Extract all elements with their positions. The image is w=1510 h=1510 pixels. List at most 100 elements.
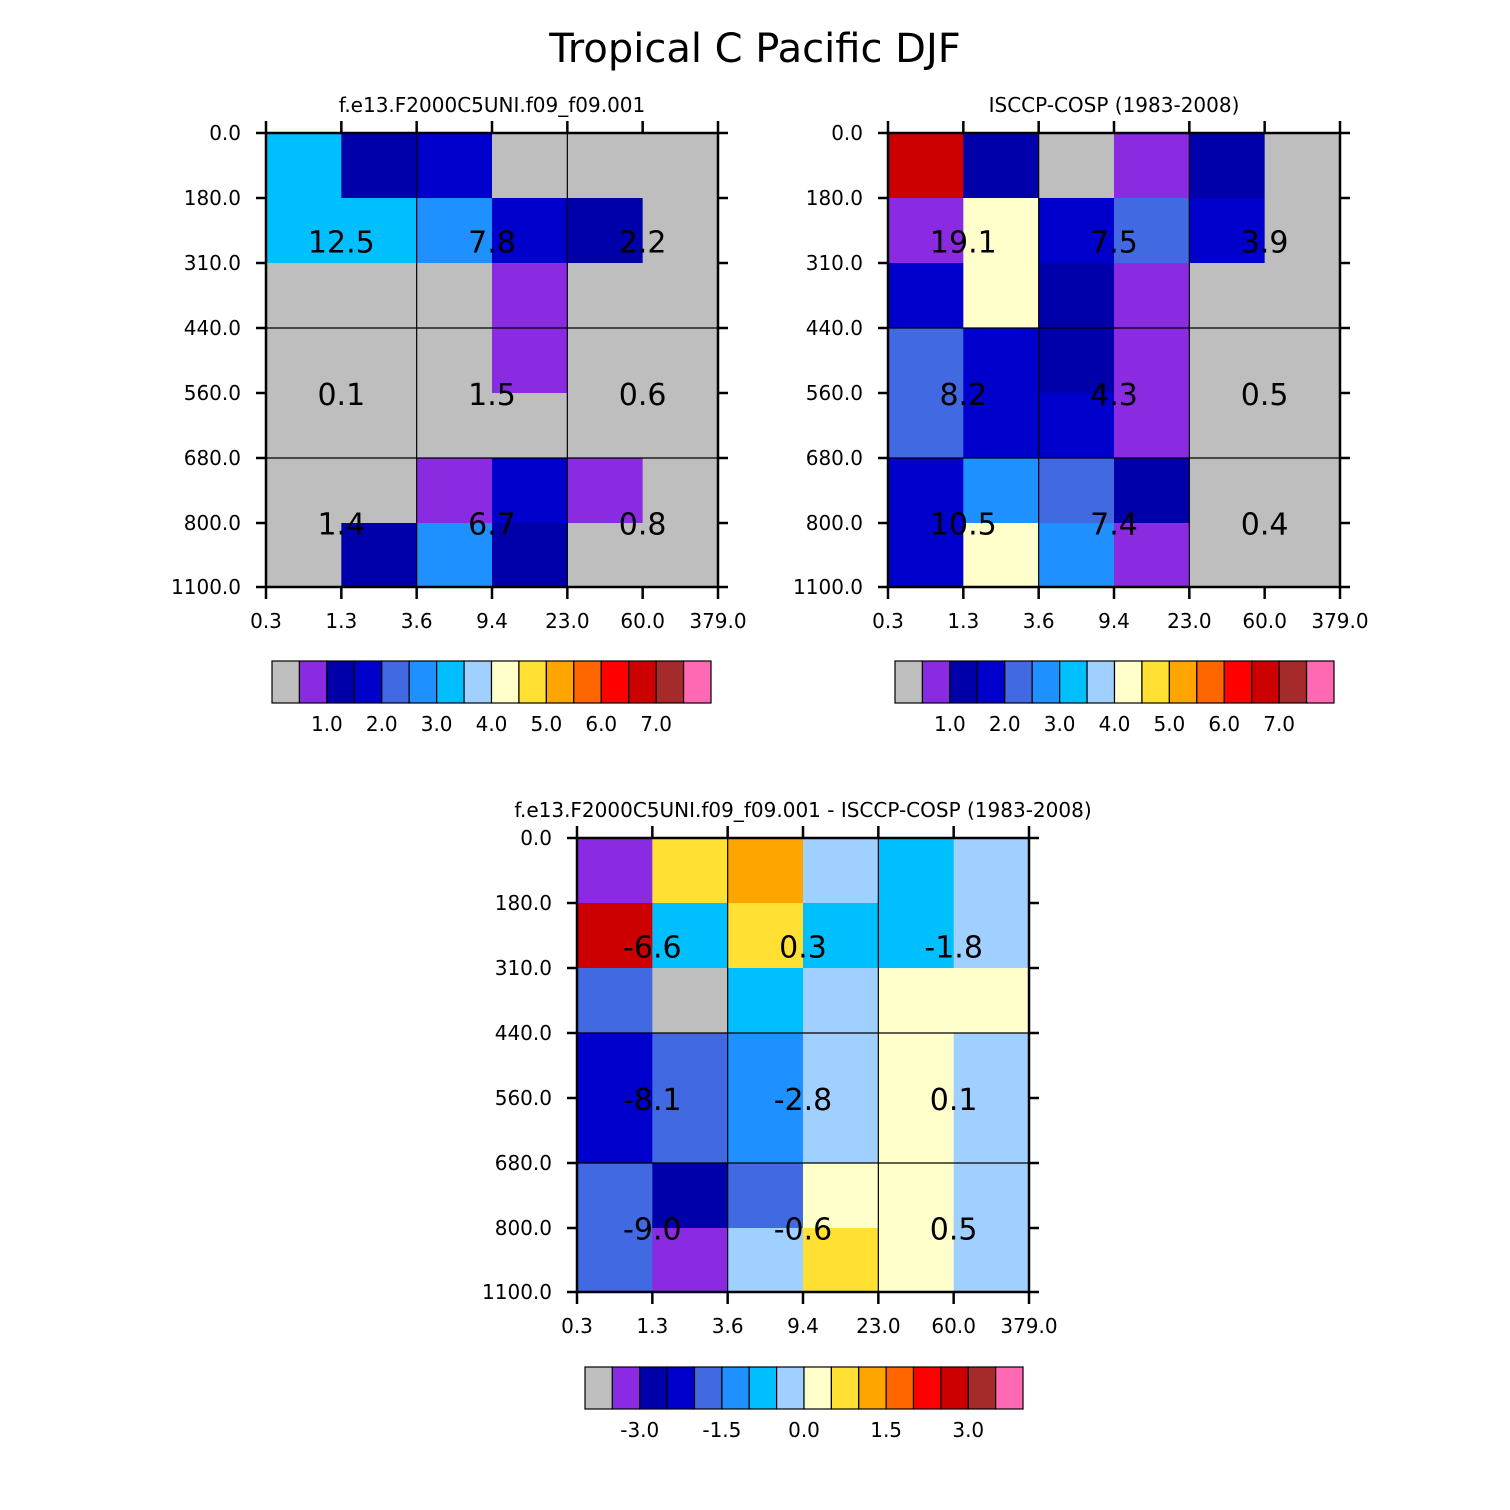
y-tick-label: 1100.0 xyxy=(171,575,241,599)
heatmap-cell xyxy=(1114,458,1190,524)
heatmap-cell xyxy=(953,1228,1030,1293)
y-tick-label: 800.0 xyxy=(806,511,863,535)
heatmap-cell xyxy=(803,903,879,969)
colorbar-tick-label: 5.0 xyxy=(1153,712,1185,736)
heatmap-cell xyxy=(577,1033,653,1099)
block-value-label: 1.4 xyxy=(317,508,365,543)
colorbar-swatch xyxy=(858,1366,887,1410)
x-tick-label: 60.0 xyxy=(620,609,665,633)
colorbar-swatch xyxy=(921,660,951,704)
figure-title: Tropical C Pacific DJF xyxy=(548,26,961,72)
heatmap-cell xyxy=(1264,393,1341,459)
x-tick-label: 23.0 xyxy=(545,609,590,633)
colorbar-swatch xyxy=(967,1366,997,1410)
block-value-label: 7.8 xyxy=(468,225,516,260)
block-value-label: 0.1 xyxy=(317,378,365,413)
heatmap-cell xyxy=(1038,263,1115,329)
heatmap-cell xyxy=(642,523,719,588)
heatmap-cell xyxy=(567,198,644,264)
colorbar-swatch xyxy=(1305,660,1335,704)
heatmap-cell xyxy=(953,838,1030,904)
heatmap-cell xyxy=(1038,523,1115,588)
colorbar-tick-label: 1.5 xyxy=(870,1418,902,1442)
colorbar-swatch xyxy=(1141,660,1170,704)
y-tick-label: 180.0 xyxy=(495,891,552,915)
colorbar-swatch xyxy=(1004,660,1033,704)
colorbar-swatch xyxy=(803,1366,832,1410)
colorbar-swatch xyxy=(326,660,355,704)
colorbar: 1.0 2.0 3.0 4.0 5.0 6.0 7.0 xyxy=(894,660,1335,736)
heatmap-cell xyxy=(953,1033,1030,1099)
colorbar-tick-label: -1.5 xyxy=(702,1418,741,1442)
y-tick-label: 0.0 xyxy=(520,826,552,850)
x-tick-label: 0.3 xyxy=(561,1314,593,1338)
heatmap-cell xyxy=(888,523,964,588)
x-tick-label: 3.6 xyxy=(712,1314,744,1338)
y-tick-label: 680.0 xyxy=(806,446,863,470)
heatmap-cell xyxy=(878,1033,955,1099)
heatmap-cell xyxy=(1114,133,1190,199)
heatmap-cell xyxy=(567,133,644,199)
colorbar-swatch xyxy=(600,660,630,704)
heatmap-cell xyxy=(266,458,342,524)
colorbar-tick-label: 7.0 xyxy=(1263,712,1295,736)
colorbar-swatch xyxy=(628,660,657,704)
heatmap-panel-1: f.e13.F2000C5UNI.f09_f09.001 12.5 7.8 2.2 0.… xyxy=(171,93,747,736)
heatmap-cell xyxy=(577,838,653,904)
heatmap-cell xyxy=(888,133,964,199)
heatmap-cell xyxy=(416,523,493,588)
colorbar-swatch xyxy=(995,1366,1024,1410)
heatmap-cell xyxy=(652,968,729,1034)
heatmap-cell xyxy=(492,523,568,588)
heatmap-cell xyxy=(963,263,1040,329)
colorbar-swatch xyxy=(721,1366,750,1410)
colorbar-swatch xyxy=(949,660,978,704)
heatmap-cell xyxy=(652,838,729,904)
heatmap-cell xyxy=(341,458,418,524)
x-tick-label: 379.0 xyxy=(1000,1314,1057,1338)
y-tick-label: 680.0 xyxy=(184,446,241,470)
colorbar-swatch xyxy=(1031,660,1061,704)
colorbar-swatch xyxy=(573,660,602,704)
colorbar-tick-label: 3.0 xyxy=(1044,712,1076,736)
heatmap-cell xyxy=(416,328,493,394)
heatmap-cell xyxy=(888,458,964,524)
heatmap-cell xyxy=(577,1163,653,1229)
y-tick-label: 0.0 xyxy=(209,121,241,145)
heatmap-cell xyxy=(567,458,644,524)
heatmap-cell xyxy=(567,263,644,329)
heatmap-cell xyxy=(803,968,879,1034)
heatmap-cell xyxy=(1264,523,1341,588)
heatmap-cell xyxy=(1114,263,1190,329)
heatmap-cell xyxy=(492,133,568,199)
heatmap-cell xyxy=(1114,523,1190,588)
colorbar-swatch xyxy=(693,1366,723,1410)
colorbar-swatch xyxy=(463,660,493,704)
heatmap-cell xyxy=(878,968,955,1034)
heatmap-cell xyxy=(803,1228,879,1293)
colorbar-swatch xyxy=(748,1366,778,1410)
block-value-label: -9.0 xyxy=(623,1213,682,1248)
block-value-label: 0.1 xyxy=(930,1083,978,1118)
colorbar-swatch xyxy=(518,660,547,704)
colorbar-swatch xyxy=(490,660,520,704)
heatmap-cell xyxy=(642,198,719,264)
heatmap-cell xyxy=(266,328,342,394)
y-tick-label: 440.0 xyxy=(806,316,863,340)
heatmap-cell xyxy=(567,393,644,459)
colorbar-tick-label: 2.0 xyxy=(989,712,1021,736)
heatmap-cell xyxy=(642,393,719,459)
colorbar-swatch xyxy=(611,1366,641,1410)
heatmap-cell xyxy=(878,903,955,969)
heatmap-cell xyxy=(341,523,418,588)
heatmap-cell xyxy=(1189,263,1266,329)
y-tick-label: 560.0 xyxy=(806,381,863,405)
x-tick-label: 1.3 xyxy=(636,1314,668,1338)
colorbar-swatch xyxy=(408,660,438,704)
heatmap-cell xyxy=(1189,198,1266,264)
heatmap-cell xyxy=(567,328,644,394)
heatmap-cell xyxy=(1189,523,1266,588)
colorbar-tick-label: 2.0 xyxy=(366,712,398,736)
heatmap-cell xyxy=(1264,133,1341,199)
heatmap-cell xyxy=(727,1098,804,1164)
